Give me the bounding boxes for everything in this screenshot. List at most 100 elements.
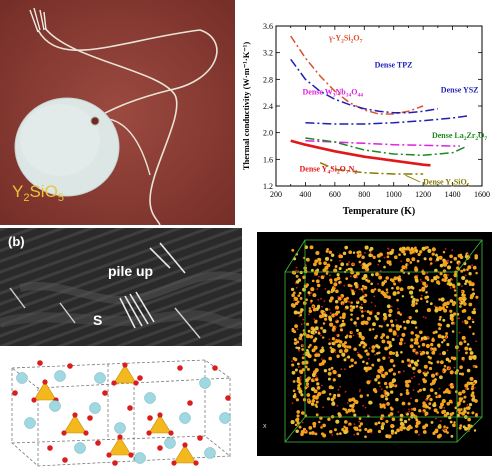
sim-atom: [356, 317, 360, 320]
sim-atom: [449, 370, 454, 375]
sim-atom: [381, 422, 385, 426]
sim-atom-red: [411, 377, 413, 380]
sim-atom: [342, 251, 347, 256]
sim-atom-red: [427, 336, 429, 339]
sim-atom: [415, 418, 419, 422]
sim-atom-red: [369, 251, 372, 254]
sim-atom: [364, 427, 368, 431]
sim-atom-red: [338, 253, 341, 256]
sim-atom: [461, 356, 465, 361]
sim-atom-red: [359, 388, 361, 391]
sim-atom-red: [422, 339, 425, 341]
sim-atom: [451, 283, 455, 287]
sim-atom: [340, 262, 345, 267]
series-line-5: [290, 139, 431, 167]
sim-atom: [313, 358, 317, 362]
sim-atom: [327, 377, 331, 381]
sim-atom: [412, 297, 416, 302]
sim-atom-red: [471, 264, 473, 266]
sim-atom: [390, 390, 394, 394]
yttrium-atom: [24, 417, 36, 429]
sim-atom-red: [461, 290, 463, 293]
plot-frame: [275, 25, 483, 187]
sim-atom: [422, 430, 427, 434]
sim-atom: [316, 393, 320, 397]
sim-atom: [386, 304, 391, 309]
sim-atom-red: [424, 317, 427, 319]
sim-atom: [374, 390, 378, 394]
sim-atom: [405, 391, 410, 395]
sim-atom-red: [364, 251, 366, 254]
sim-atom: [291, 370, 296, 375]
sim-atom: [341, 352, 346, 357]
sim-atom-red: [429, 264, 432, 266]
sim-atom: [326, 290, 331, 295]
sim-atom-red: [380, 371, 383, 374]
sim-atom: [314, 337, 318, 341]
oxygen-atom: [95, 440, 101, 446]
sim-atom: [396, 291, 400, 295]
sim-atom: [401, 295, 405, 298]
sim-atom-red: [356, 333, 359, 335]
sim-atom-red: [410, 366, 413, 369]
sim-atom: [398, 253, 401, 257]
sim-atom-red: [378, 273, 381, 276]
sim-atom: [449, 254, 453, 259]
sim-atom: [422, 378, 426, 382]
sim-atom: [333, 277, 338, 282]
sim-atom: [296, 421, 300, 425]
sim-atom-red: [336, 334, 338, 337]
sim-atom-red: [349, 301, 352, 304]
sim-atom: [396, 298, 399, 302]
sim-atom: [334, 312, 339, 316]
sim-atom: [388, 260, 392, 264]
sim-atom-red: [367, 357, 370, 360]
sim-atom: [463, 340, 467, 344]
sim-atom-red: [334, 315, 336, 317]
sim-atom: [474, 254, 478, 258]
sim-atom-red: [406, 264, 409, 266]
sim-atom: [470, 387, 474, 391]
sim-atom: [475, 271, 478, 275]
series-label-6: Dense Y2SiO5: [423, 178, 470, 189]
sim-atom: [464, 320, 469, 325]
sim-atom: [377, 368, 382, 374]
sim-atom: [331, 342, 335, 345]
sim-atom-red: [414, 350, 417, 352]
sim-atom-red: [442, 370, 444, 373]
sim-atom-red: [383, 319, 386, 322]
sim-atom-red: [453, 322, 456, 325]
sim-atom: [388, 328, 393, 333]
sim-atom: [308, 307, 312, 310]
sim-atom: [411, 257, 416, 262]
sim-atom: [409, 344, 414, 349]
sim-atom-red: [347, 263, 350, 266]
sim-atom: [306, 322, 310, 326]
sim-atom: [468, 347, 472, 351]
sim-atom: [423, 336, 428, 341]
sim-atom: [415, 279, 419, 283]
sim-atom: [461, 389, 466, 394]
sim-atom: [298, 336, 303, 340]
yttrium-atom: [204, 447, 216, 459]
sim-atom: [410, 247, 414, 250]
sim-atom-red: [377, 263, 380, 266]
sim-atom: [338, 349, 343, 354]
sim-atom: [343, 358, 347, 362]
sim-atom-red: [387, 254, 389, 256]
sim-atom: [428, 257, 433, 261]
sim-atom: [372, 328, 375, 331]
sim-atom: [449, 420, 453, 424]
sim-atom: [425, 343, 430, 349]
sim-atom-red: [353, 423, 356, 426]
sim-atom: [464, 426, 468, 431]
sim-atom: [306, 258, 310, 262]
series-label-0: γ-Y2Si2O7: [328, 34, 363, 45]
sim-atom: [335, 419, 340, 424]
sim-atom: [365, 369, 368, 373]
sim-atom: [391, 417, 396, 422]
sim-atom-red: [316, 376, 318, 379]
wire-2: [44, 27, 178, 225]
sim-atom: [386, 251, 390, 255]
sim-atom-red: [444, 248, 447, 250]
